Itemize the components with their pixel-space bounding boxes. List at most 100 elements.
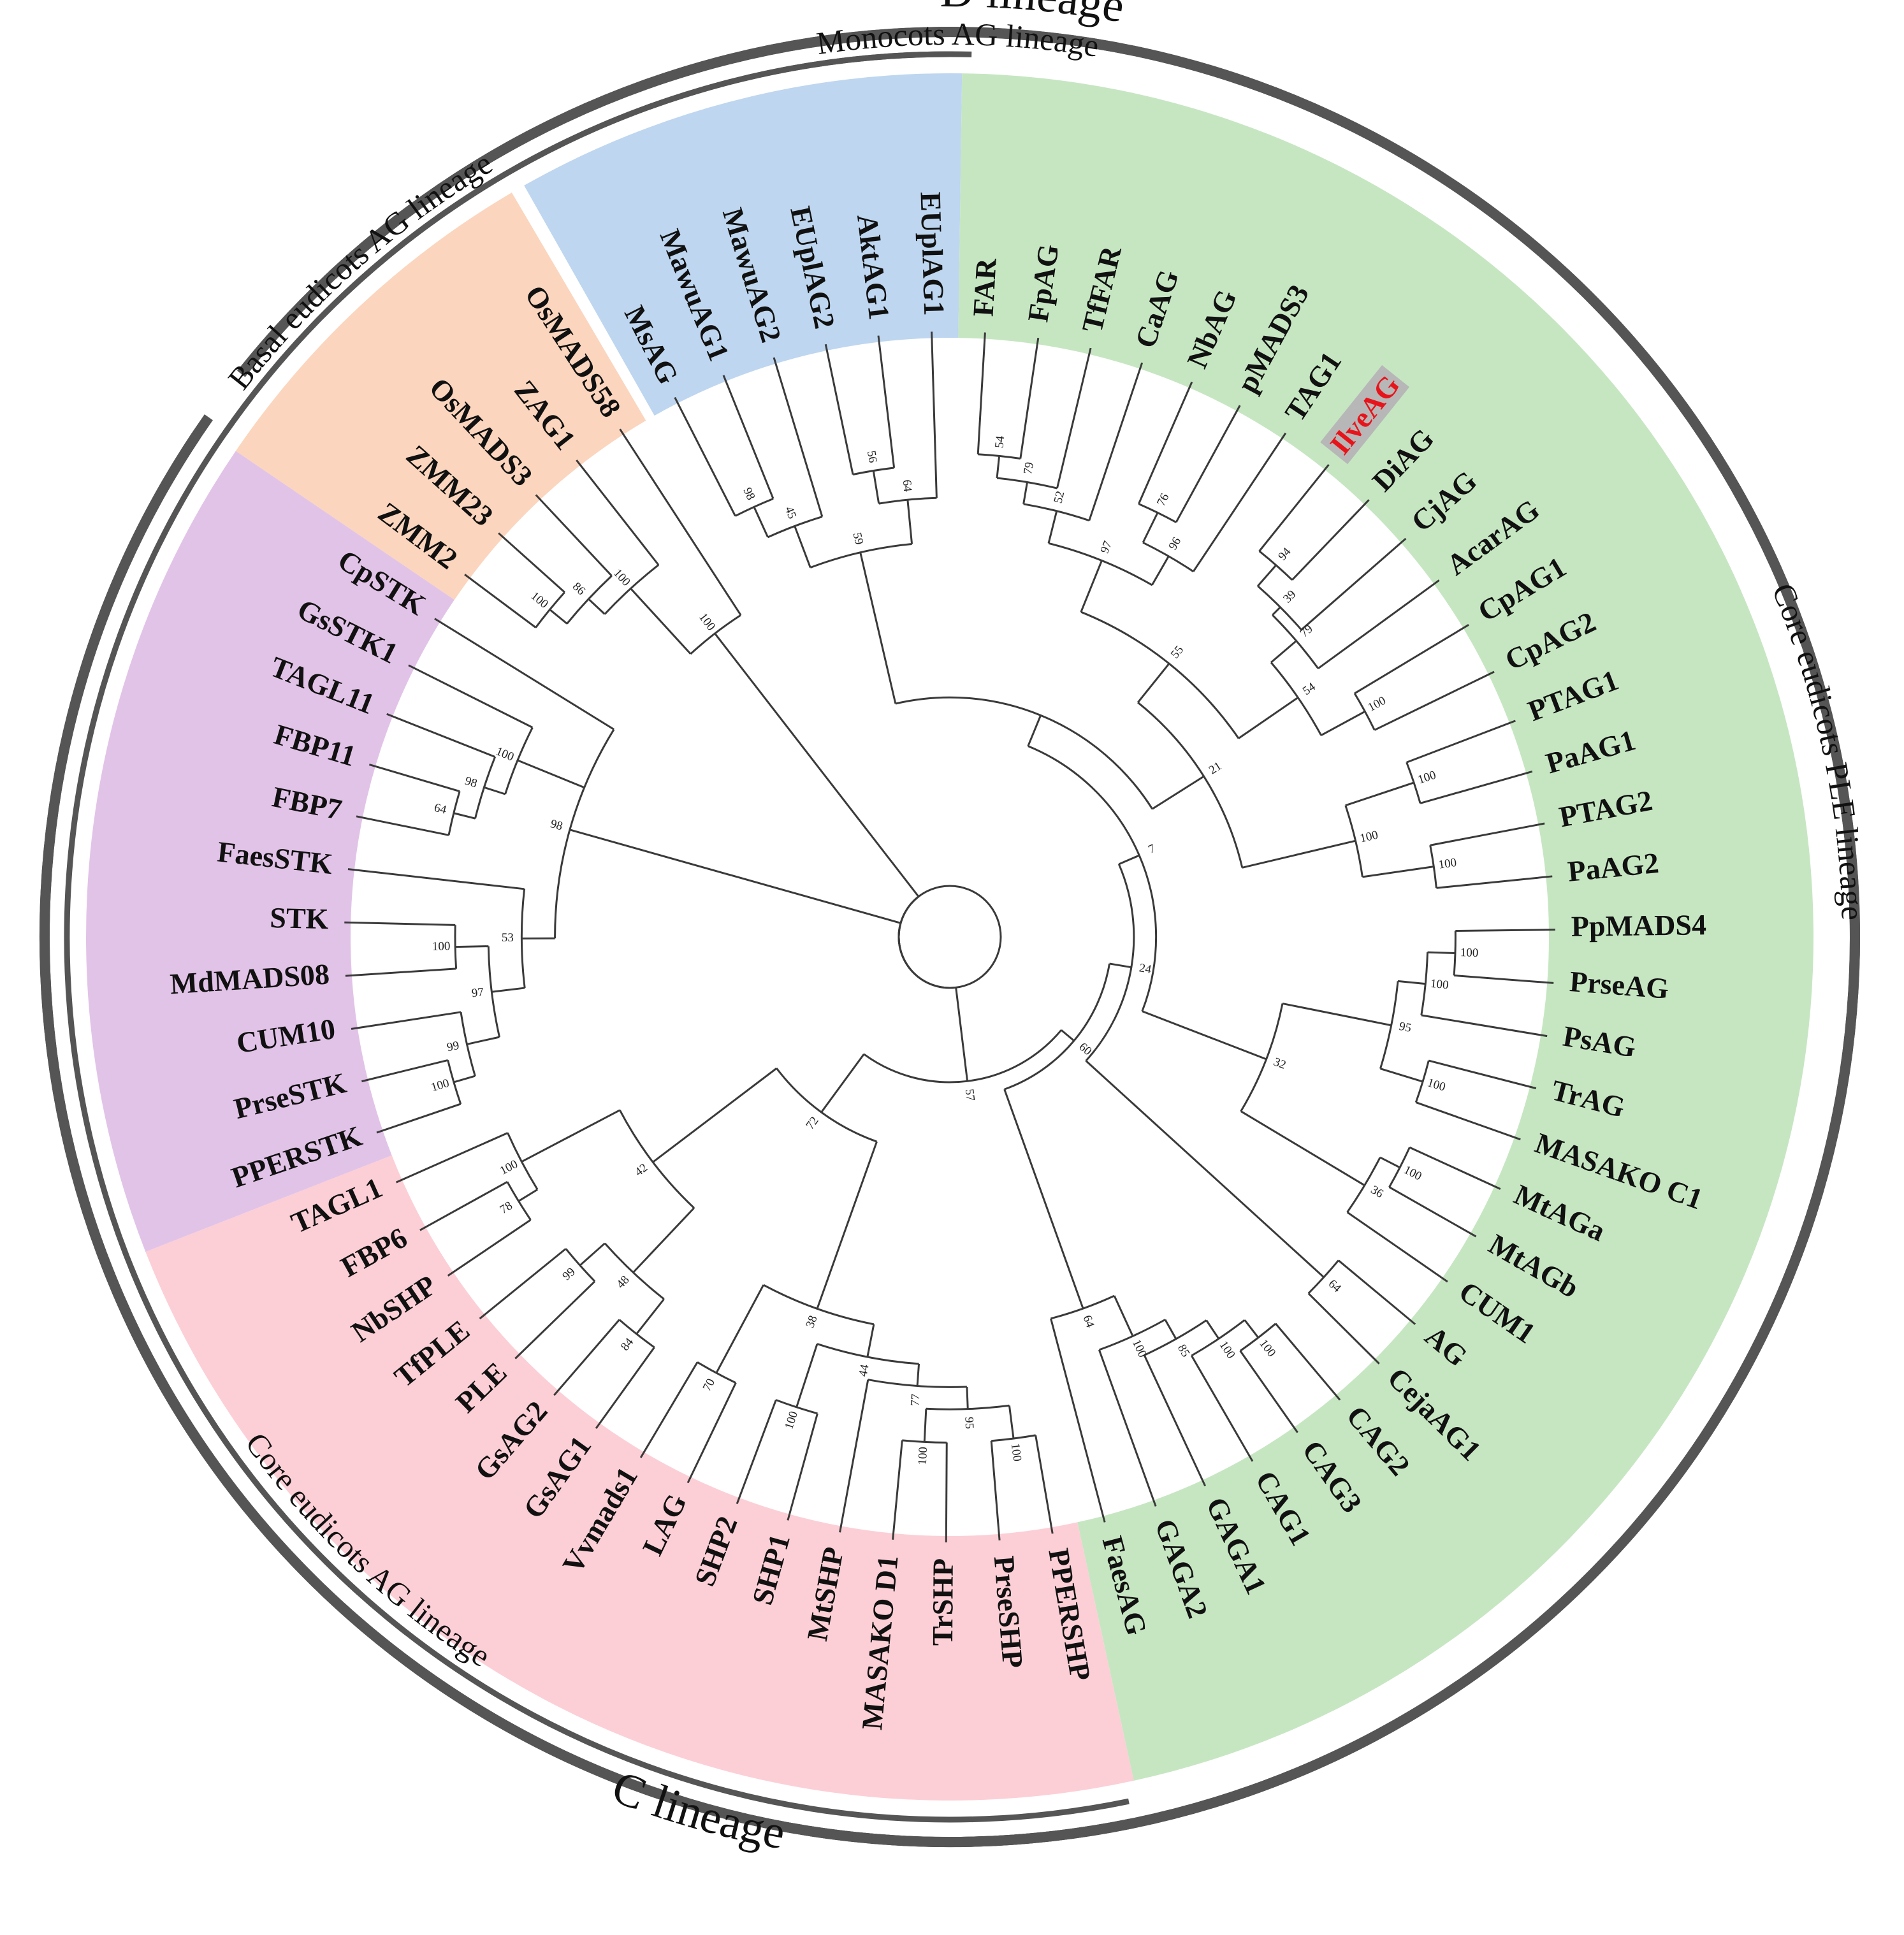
branch-stem: [1282, 1003, 1392, 1027]
bootstrap-value: 98: [463, 774, 479, 791]
ring-core-ag: [64, 51, 954, 1595]
leaf-label: PpMADS4: [1571, 908, 1707, 943]
branch-arc: [1137, 702, 1244, 868]
lineage-ring-layer: [39, 27, 1861, 1848]
bootstrap-value: 32: [1272, 1055, 1288, 1072]
branch-stem: [408, 664, 534, 728]
branch-stem: [859, 552, 897, 704]
bootstrap-value: 100: [916, 1447, 930, 1466]
branch-arc: [817, 1343, 919, 1365]
branch-stem: [966, 1386, 969, 1409]
branch-stem: [467, 1036, 500, 1045]
bootstrap-value: 48: [614, 1273, 632, 1291]
branch-stem: [1164, 1319, 1177, 1340]
branch-stem: [996, 456, 1001, 479]
ring-c-lineage: [98, 27, 1861, 1848]
branch-stem: [916, 1363, 920, 1386]
branch-arc: [926, 1404, 1010, 1410]
branch-stem: [1098, 1349, 1157, 1507]
bootstrap-value: 42: [632, 1161, 650, 1179]
bootstrap-value: 77: [908, 1393, 922, 1406]
branch-stem: [1151, 555, 1170, 586]
branch-stem: [345, 968, 456, 977]
highlight-box: [1320, 365, 1410, 465]
bootstrap-value: 70: [701, 1377, 718, 1394]
branch-stem: [787, 1413, 818, 1521]
bootstrap-value: 53: [502, 931, 514, 945]
bootstrap-value: 96: [1166, 535, 1184, 553]
branch-stem: [1238, 697, 1299, 739]
leaf-label: TrSHP: [926, 1558, 959, 1646]
branch-stem: [1307, 1293, 1380, 1365]
bootstrap-value: 45: [782, 505, 799, 521]
branch-stem: [1337, 1259, 1416, 1325]
bootstrap-value: 39: [1281, 588, 1298, 605]
branch-stem: [518, 1189, 538, 1202]
branch-stem: [945, 1442, 948, 1542]
branch-stem: [1346, 1211, 1448, 1283]
branch-stem: [498, 532, 565, 593]
bootstrap-value: 100: [528, 590, 551, 611]
branch-arc: [1085, 864, 1135, 1062]
clade-background-layer: [86, 73, 1813, 1801]
clade-band-core_ag: [958, 73, 1813, 1781]
bootstrap-value: 100: [1437, 856, 1457, 872]
leaf-label: EUplAG1: [914, 191, 950, 316]
branch-stem: [1270, 640, 1297, 663]
branch-stem: [1258, 464, 1330, 552]
branch-stem: [1143, 1354, 1206, 1487]
bootstrap-value: 98: [740, 486, 757, 502]
bootstrap-value: 100: [1256, 1337, 1278, 1359]
bootstrap-value: 76: [1154, 491, 1172, 508]
bootstrap-value: 64: [1080, 1314, 1097, 1330]
branch-stem: [1035, 1435, 1054, 1534]
bootstrap-value: 64: [900, 479, 915, 493]
branch-stem: [1415, 1101, 1521, 1141]
branch-stem: [931, 331, 938, 498]
branch-stem: [1142, 512, 1159, 543]
branch-stem: [588, 598, 606, 615]
branch-arc: [1388, 1147, 1411, 1188]
branch-stem: [955, 987, 969, 1082]
clade-band-d_lineage: [86, 451, 454, 1252]
bootstrap-value: 64: [433, 801, 448, 817]
branch-stem: [491, 987, 525, 993]
branch-stem: [447, 1219, 532, 1277]
branch-stem: [1354, 624, 1469, 695]
branch-arc: [619, 1110, 695, 1209]
branch-arc: [447, 1060, 462, 1105]
branch-stem: [1060, 1029, 1075, 1042]
branch-stem: [1175, 405, 1241, 523]
bootstrap-value: 24: [1138, 961, 1153, 976]
bootstrap-value: 54: [1300, 680, 1318, 698]
bootstrap-value: 100: [696, 611, 718, 633]
branch-arc: [520, 888, 526, 989]
branch-stem: [453, 1075, 476, 1083]
branch-stem: [453, 812, 476, 820]
leaf-label: FAR: [967, 257, 1003, 317]
branch-arc: [1004, 963, 1110, 1091]
branch-stem: [1436, 875, 1553, 889]
branch-stem: [639, 1361, 699, 1458]
branch-stem: [796, 1344, 818, 1408]
branch-stem: [1362, 866, 1434, 878]
branch-arc: [535, 591, 565, 628]
branch-stem: [1050, 1318, 1106, 1523]
branch-stem: [1291, 499, 1370, 581]
branch-stem: [674, 396, 736, 517]
branch-stem: [553, 1319, 620, 1396]
bootstrap-value: 100: [782, 1410, 801, 1431]
bootstrap-value: 97: [471, 985, 484, 1000]
bootstrap-value: 79: [1298, 622, 1316, 640]
bootstrap-value: 100: [1426, 1076, 1447, 1094]
bootstrap-value: 21: [1207, 759, 1224, 777]
bootstrap-value: 44: [856, 1363, 871, 1378]
branch-arc: [991, 1434, 1036, 1442]
branch-stem: [1240, 1110, 1365, 1187]
bootstrap-value: 52: [1051, 489, 1067, 505]
bootstrap-value: 100: [1430, 977, 1449, 992]
branch-stem: [794, 525, 811, 569]
bootstrap-value: 98: [549, 817, 564, 833]
